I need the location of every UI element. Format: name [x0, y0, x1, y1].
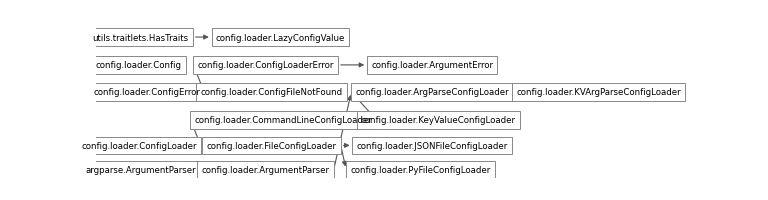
Bar: [356, 111, 520, 129]
Text: config.loader.LazyConfigValue: config.loader.LazyConfigValue: [216, 33, 345, 42]
Bar: [212, 29, 349, 47]
Bar: [203, 137, 341, 154]
Text: config.loader.JSONFileConfigLoader: config.loader.JSONFileConfigLoader: [356, 141, 508, 150]
Bar: [367, 57, 498, 74]
Bar: [88, 29, 193, 47]
Text: config.loader.PyFileConfigLoader: config.loader.PyFileConfigLoader: [350, 165, 491, 174]
Text: config.loader.ArgumentParser: config.loader.ArgumentParser: [202, 165, 329, 174]
Text: config.loader.CommandLineConfigLoader: config.loader.CommandLineConfigLoader: [194, 116, 372, 125]
Bar: [91, 57, 186, 74]
Text: config.loader.ArgParseConfigLoader: config.loader.ArgParseConfigLoader: [356, 88, 509, 97]
Bar: [197, 84, 347, 101]
Bar: [197, 161, 334, 178]
Text: utils.traitlets.HasTraits: utils.traitlets.HasTraits: [93, 33, 189, 42]
Text: config.loader.ConfigLoader: config.loader.ConfigLoader: [81, 141, 197, 150]
Bar: [194, 57, 338, 74]
Bar: [346, 161, 495, 178]
Bar: [190, 111, 376, 129]
Bar: [512, 84, 685, 101]
Bar: [351, 84, 513, 101]
Text: argparse.ArgumentParser: argparse.ArgumentParser: [85, 165, 196, 174]
Text: config.loader.FileConfigLoader: config.loader.FileConfigLoader: [207, 141, 336, 150]
Bar: [353, 137, 512, 154]
Text: config.loader.KeyValueConfigLoader: config.loader.KeyValueConfigLoader: [361, 116, 516, 125]
Text: config.loader.ConfigLoaderError: config.loader.ConfigLoaderError: [197, 61, 334, 70]
Text: config.loader.ConfigError: config.loader.ConfigError: [93, 88, 200, 97]
Text: config.loader.KVArgParseConfigLoader: config.loader.KVArgParseConfigLoader: [517, 88, 681, 97]
Text: config.loader.Config: config.loader.Config: [96, 61, 182, 70]
Bar: [89, 84, 204, 101]
Text: config.loader.ConfigFileNotFound: config.loader.ConfigFileNotFound: [200, 88, 343, 97]
Bar: [81, 161, 200, 178]
Bar: [77, 137, 200, 154]
Text: config.loader.ArgumentError: config.loader.ArgumentError: [371, 61, 493, 70]
